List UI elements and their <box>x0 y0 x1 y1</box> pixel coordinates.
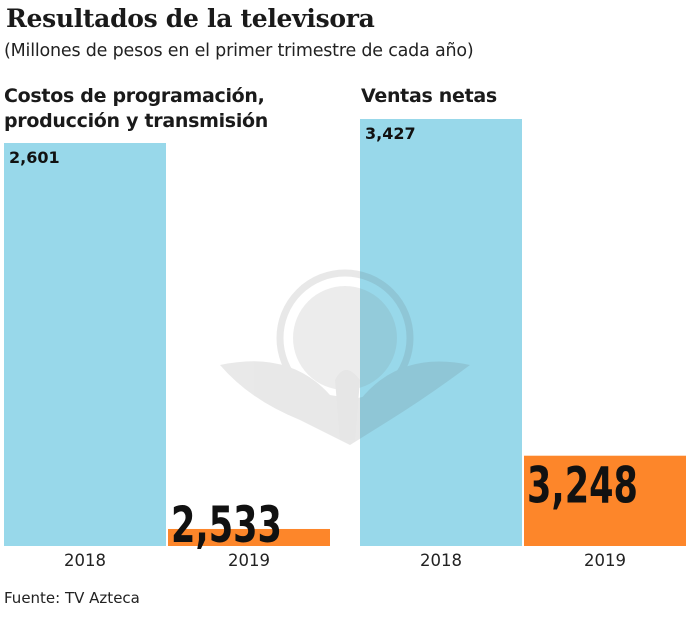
x-tick-label: 2019 <box>584 551 626 570</box>
eagle-globe-watermark-icon <box>220 269 470 445</box>
bar-2018 <box>4 143 166 546</box>
panel-title-line: Ventas netas <box>361 85 497 107</box>
source-note: Fuente: TV Azteca <box>4 589 140 607</box>
bar-value-label: 3,248 <box>527 456 638 515</box>
bar-value-label: 2,533 <box>171 495 282 554</box>
chart-title: Resultados de la televisora <box>6 4 375 33</box>
bar-2019 <box>524 455 686 546</box>
bar-value-label: 3,427 <box>365 124 416 143</box>
panel-title-line: producción y transmisión <box>4 110 269 132</box>
x-tick-label: 2019 <box>228 551 270 570</box>
x-tick-label: 2018 <box>64 551 106 570</box>
panel-1: 3,427 2018 3,248 2019 <box>360 119 686 570</box>
bar-2018 <box>360 119 522 546</box>
panel-title-costos: Costos de programación, producción y tra… <box>4 84 268 134</box>
bar-2019 <box>168 528 330 546</box>
panel-title-line: Costos de programación, <box>4 85 265 107</box>
x-tick-label: 2018 <box>420 551 462 570</box>
panel-title-ventas: Ventas netas <box>361 84 497 109</box>
bar-value-label: 2,601 <box>9 148 60 167</box>
chart-subtitle: (Millones de pesos en el primer trimestr… <box>4 41 474 61</box>
